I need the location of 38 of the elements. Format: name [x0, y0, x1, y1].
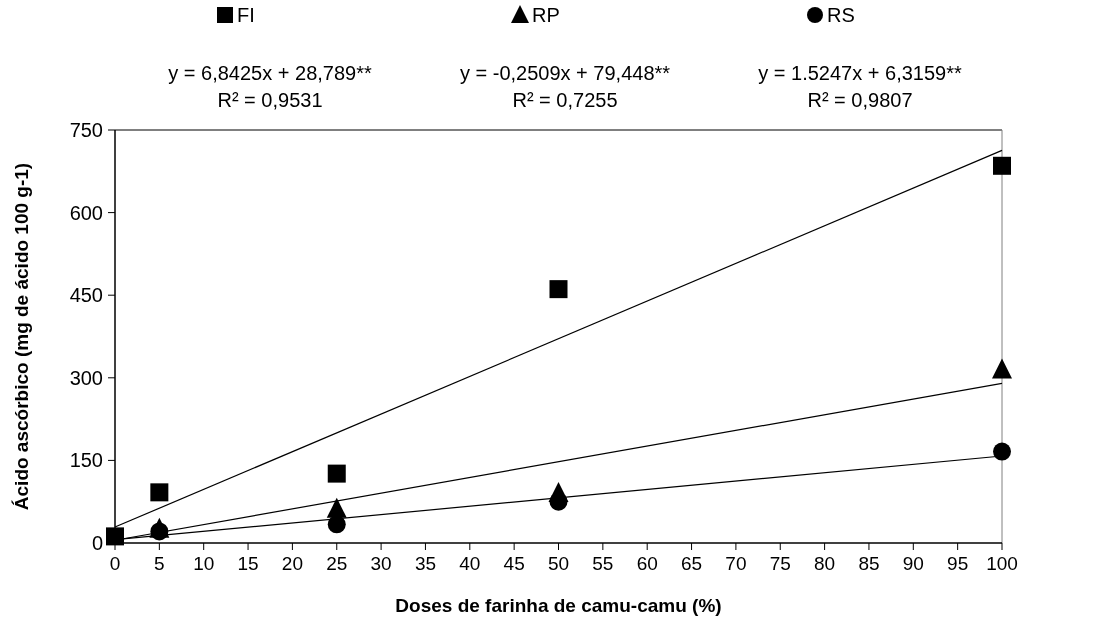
y-tick-label: 0: [91, 532, 103, 554]
x-tick-label: 90: [902, 553, 924, 574]
y-tick-label: 150: [69, 449, 103, 472]
x-tick-label: 40: [459, 553, 481, 574]
y-tick-label: 300: [69, 366, 103, 389]
y-tick-label: 600: [69, 201, 103, 224]
text: y = 1.5247x + 6,3159**: [758, 62, 962, 84]
x-tick-label: 15: [237, 553, 259, 574]
legend-label: FI: [237, 4, 255, 26]
x-tick-label: 25: [326, 553, 348, 574]
text: R² = 0,7255: [512, 89, 618, 111]
x-tick-label: 35: [414, 553, 437, 574]
x-tick-label: 85: [858, 553, 880, 574]
x-tick-label: 65: [680, 553, 703, 574]
y-tick-label: 750: [69, 119, 103, 141]
x-tick-label: 80: [814, 553, 836, 574]
x-tick-label: 5: [154, 553, 165, 574]
y-tick-label: 450: [69, 284, 103, 307]
x-tick-label: 70: [725, 553, 747, 574]
x-tick-label: 45: [503, 553, 525, 574]
x-tick-label: 0: [109, 553, 121, 574]
x-tick-label: 10: [193, 553, 215, 574]
text: R² = 0,9531: [217, 89, 323, 111]
x-tick-label: 75: [769, 553, 791, 574]
x-tick-label: 60: [636, 553, 658, 574]
x-tick-label: 50: [547, 553, 570, 574]
text: y = 6,8425x + 28,789**: [168, 62, 372, 84]
x-axis-title: Doses de farinha de camu-camu (%): [395, 595, 722, 616]
legend-label: RP: [532, 4, 560, 26]
legend-label: RS: [827, 4, 855, 26]
y-axis-title: Ácido ascórbico (mg de ácido 100 g-1): [11, 162, 32, 511]
text: y = -0,2509x + 79,448**: [459, 62, 671, 84]
text: R² = 0,9807: [807, 89, 913, 111]
x-tick-label: 20: [281, 553, 303, 574]
x-tick-label: 100: [986, 553, 1018, 574]
x-tick-label: 95: [947, 553, 969, 574]
x-tick-label: 55: [592, 553, 614, 574]
x-tick-label: 30: [370, 553, 392, 574]
